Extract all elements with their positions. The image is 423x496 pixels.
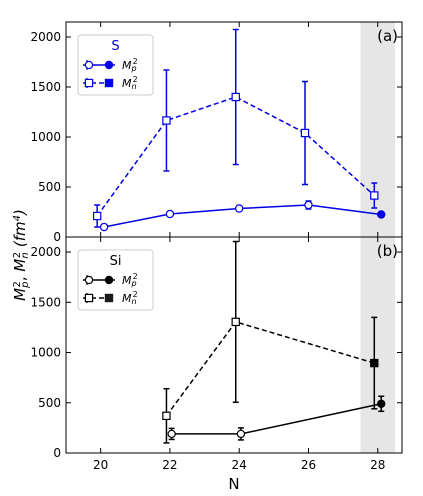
series-line-mn2-b [165, 321, 375, 417]
marker-mn2-b-2 [370, 358, 379, 368]
axes-frame-b [65, 236, 403, 454]
y-tick-label-b-1500: 1500 [30, 295, 61, 309]
legend-marker-filled-mn2-b [104, 293, 114, 303]
legend-marker-filled-mp2-b [104, 275, 114, 285]
legend-marker-open-mp2-b [84, 275, 94, 285]
marker-mp2-a-4 [377, 210, 386, 219]
legend-title-a: S [111, 39, 119, 54]
ylabel-m1: M [11, 288, 29, 301]
ylabel-sub-n: n [20, 252, 31, 258]
y-tick-label-b-500: 500 [38, 396, 61, 410]
ylabel-sub-p: p [20, 282, 31, 289]
legend-title-b: Si [110, 254, 122, 269]
marker-mp2-a-2 [234, 204, 244, 213]
marker-mp2-a-1 [165, 209, 175, 219]
panel-label-b: (b) [377, 242, 398, 260]
ylabel-sup-p: 2 [12, 281, 23, 287]
marker-mn2-a-4 [370, 191, 379, 200]
y-tick-label-a-1000: 1000 [30, 130, 61, 144]
shaded-region-b [360, 237, 396, 453]
x-tick-label-22: 22 [162, 458, 177, 472]
ylabel-m2: M [11, 259, 29, 272]
y-tick-label-b-0: 0 [53, 446, 61, 460]
legend-marker-filled-mp2-a [104, 60, 114, 70]
x-tick-label-24: 24 [232, 458, 247, 472]
series-line-mp2-b [171, 403, 382, 435]
x-axis-label: N [228, 475, 239, 493]
y-tick-label-a-2000: 2000 [30, 30, 61, 44]
marker-mn2-b-0 [162, 411, 171, 421]
x-tick-label-26: 26 [301, 458, 316, 472]
marker-mp2-a-0 [99, 222, 109, 232]
marker-mn2-a-0 [92, 211, 102, 221]
legend-label-mn2-b: Mn2 [122, 290, 138, 306]
y-axis-label: Mp2, Mn2 (fm4) [11, 209, 31, 301]
x-tick-label-20: 20 [93, 458, 108, 472]
shaded-region-a [360, 22, 396, 237]
y-tick-label-a-0: 0 [53, 230, 61, 244]
x-tick-label-28: 28 [370, 458, 385, 472]
legend-marker-open-mn2-b [84, 293, 94, 303]
marker-mp2-b-0 [167, 429, 176, 439]
y-tick-label-b-2000: 2000 [30, 245, 61, 259]
legend-marker-open-mp2-a [84, 60, 94, 70]
legend-marker-open-mn2-a [84, 78, 94, 88]
legend-box-b [77, 249, 154, 311]
marker-mn2-a-2 [231, 92, 240, 102]
y-tick-label-b-1000: 1000 [30, 346, 61, 360]
legend-box-a [77, 34, 154, 96]
legend-marker-filled-mn2-a [104, 78, 114, 88]
ylabel-unit: (fm [11, 221, 29, 252]
ylabel-unit-close: ) [11, 209, 29, 216]
ylabel-separator: , [11, 272, 29, 282]
marker-mn2-a-1 [162, 116, 171, 125]
legend-label-mn2-a: Mn2 [122, 75, 138, 91]
legend-label-mp2-a: Mp2 [122, 57, 138, 73]
series-line-mn2-a [96, 96, 375, 217]
ylabel-sup-n: 2 [12, 252, 23, 258]
marker-mn2-a-3 [300, 128, 310, 138]
marker-mn2-b-1 [231, 317, 240, 327]
legend-label-mp2-b: Mp2 [122, 272, 138, 288]
panel-label-a: (a) [377, 27, 398, 45]
marker-mp2-b-1 [236, 429, 246, 439]
marker-mp2-a-3 [304, 200, 313, 210]
y-tick-label-a-1500: 1500 [30, 80, 61, 94]
y-tick-label-a-500: 500 [38, 180, 61, 194]
marker-mp2-b-2 [377, 399, 386, 408]
ylabel-unit-exp: 4 [12, 215, 23, 221]
